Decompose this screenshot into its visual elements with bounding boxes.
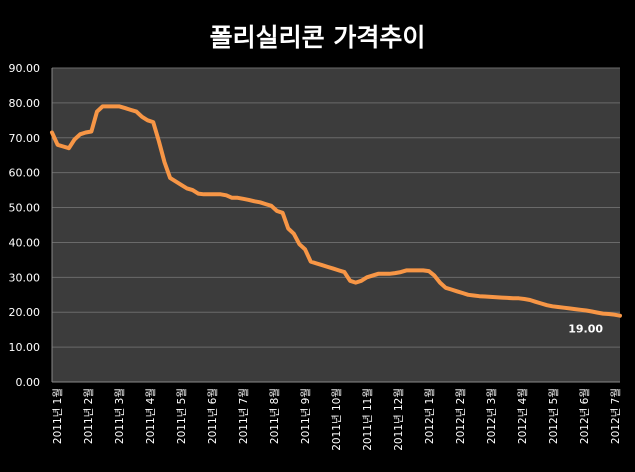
x-tick-label: 2011년 9월 — [300, 388, 312, 444]
data-label-last: 19.00 — [568, 323, 603, 336]
y-tick-label: 20.00 — [9, 306, 41, 319]
x-tick-label: 2012년 5월 — [548, 388, 560, 444]
x-tick-label: 2012년 1월 — [424, 388, 436, 444]
x-tick-label: 2012년 2월 — [455, 388, 467, 444]
x-tick-label: 2011년 10월 — [331, 388, 343, 451]
x-tick-label: 2011년 12월 — [393, 388, 405, 451]
series-line — [50, 104, 622, 318]
y-tick-label: 30.00 — [9, 271, 41, 284]
x-tick-label: 2011년 8월 — [269, 388, 281, 444]
plot-area — [52, 68, 620, 382]
x-tick-label: 2011년 5월 — [176, 388, 188, 444]
x-tick-label: 2011년 2월 — [83, 388, 95, 444]
x-tick-label: 2011년 6월 — [207, 388, 219, 444]
x-tick-label: 2011년 3월 — [114, 388, 126, 444]
x-tick-label: 2011년 7월 — [238, 388, 250, 444]
x-tick-label: 2011년 4월 — [145, 388, 157, 444]
x-tick-label: 2012년 4월 — [517, 388, 529, 444]
chart-title: 폴리실리콘 가격추이 — [209, 23, 426, 52]
y-tick-label: 40.00 — [9, 236, 41, 249]
x-tick-label: 2012년 7월 — [610, 388, 622, 444]
x-tick-label: 2012년 3월 — [486, 388, 498, 444]
x-tick-label: 2012년 6월 — [579, 388, 591, 444]
y-tick-label: 50.00 — [9, 202, 41, 215]
y-tick-label: 90.00 — [9, 62, 41, 75]
x-tick-label: 2011년 11월 — [362, 388, 374, 451]
x-tick-label: 2011년 1월 — [52, 388, 64, 444]
y-tick-label: 60.00 — [9, 167, 41, 180]
y-tick-label: 70.00 — [9, 132, 41, 145]
y-tick-label: 0.00 — [16, 376, 41, 389]
y-tick-label: 80.00 — [9, 97, 41, 110]
y-tick-label: 10.00 — [9, 341, 41, 354]
